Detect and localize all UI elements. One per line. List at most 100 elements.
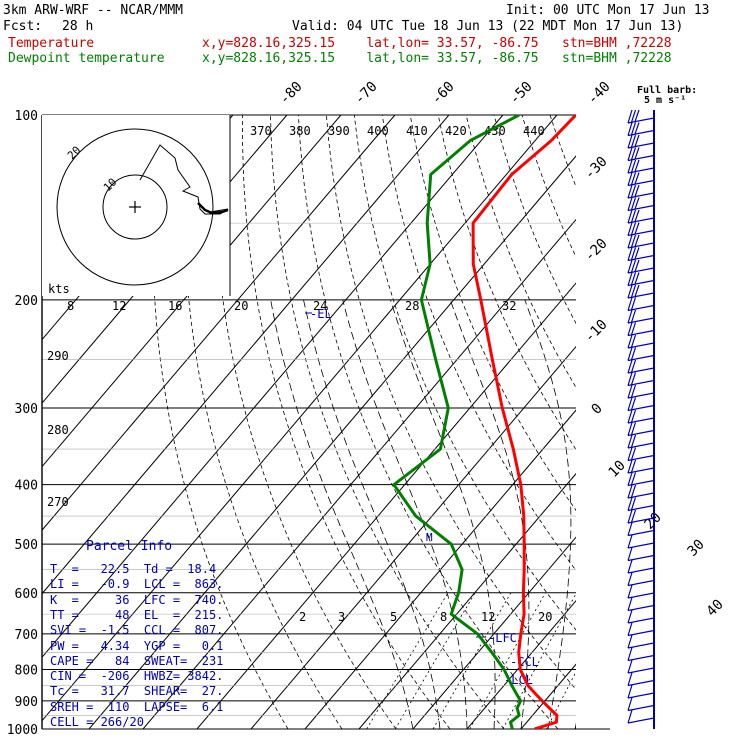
moist-adiabat — [390, 299, 496, 729]
moist-adiabat — [602, 300, 691, 729]
wind-barb-flag — [630, 109, 637, 123]
hodograph-background — [42, 115, 230, 296]
barb-legend-title: Full barb: — [637, 85, 697, 96]
wind-barb-flag — [627, 472, 633, 486]
theta-label: 370 — [250, 124, 272, 138]
mixing-ratio-line — [394, 592, 476, 729]
parcel-info-title: Parcel Info — [86, 539, 173, 554]
wind-barb-flag — [627, 622, 633, 636]
wind-barb-flag — [634, 134, 640, 147]
wind-barb-flag — [627, 234, 633, 249]
parcel-info-row: SREH = 110 LAPSE= 6.1 — [50, 699, 224, 714]
hodograph-trace-lower — [197, 202, 229, 215]
parcel-info-row: PW = 4.34 YGP = 0.1 — [50, 638, 224, 653]
parcel-info-row: TT = 48 EL = 215. — [50, 607, 224, 622]
wind-barb-flag — [630, 309, 637, 323]
hodograph-speed-label: 12 — [112, 299, 126, 313]
theta-label: 380 — [289, 124, 311, 138]
wind-barb-flag — [630, 147, 637, 160]
wind-barb — [627, 642, 655, 649]
isotherm-label: 10 — [606, 458, 629, 481]
valid-time: Valid: 04 UTC Tue 18 Jun 13 (22 MDT Mon … — [292, 19, 684, 34]
forecast-hour: 28 h — [62, 19, 94, 34]
init-time: Init: 00 UTC Mon 17 Jun 13 — [506, 3, 710, 18]
mixing-ratio-label: 5 — [390, 610, 397, 624]
wind-barb — [627, 354, 655, 362]
isotherm-line — [466, 599, 576, 729]
temperature-line — [471, 115, 576, 729]
hodograph-speed-label: 8 — [67, 299, 74, 313]
isotherm-label: 0 — [589, 401, 606, 418]
wind-barb-flag — [627, 322, 633, 336]
wind-barb — [627, 117, 655, 124]
dry-adiabat — [409, 115, 576, 512]
hodograph-speed-label: 28 — [405, 299, 419, 313]
parcel-info-row: SVI = -1.5 CCL = 807. — [50, 623, 224, 638]
wind-barb-flag — [627, 109, 633, 124]
isotherm-line — [683, 115, 740, 729]
wind-barb — [627, 529, 655, 537]
wind-barb-flag — [630, 184, 637, 198]
wind-barb-flag — [630, 447, 637, 460]
parcel-info-row: T = 22.5 Td = 18.4 — [50, 562, 217, 576]
mixing-ratio-label: 8 — [440, 610, 447, 624]
isotherm-line — [42, 115, 558, 722]
pressure-tick-label: 800 — [15, 663, 38, 678]
wind-barb — [627, 379, 655, 387]
dry-adiabat — [381, 115, 576, 572]
wind-barb — [627, 579, 655, 587]
wind-barb — [627, 304, 655, 312]
wind-barb-flag — [634, 284, 640, 297]
wind-barb — [627, 129, 655, 137]
wind-barb — [627, 654, 655, 662]
wind-barb-flag — [634, 247, 640, 260]
wind-barb-flag — [627, 247, 633, 261]
dry-adiabat — [270, 115, 505, 729]
wind-barb-flag — [634, 159, 640, 172]
wind-barb-flag — [634, 209, 640, 222]
wind-barb-flag — [627, 534, 633, 549]
wind-barb-flag — [630, 409, 637, 423]
wind-barb — [627, 592, 655, 599]
wind-barb — [627, 142, 655, 149]
temperature-location: x,y=828.16,325.15 lat,lon= 33.57, -86.75… — [202, 36, 672, 51]
pressure-tick-label: 400 — [15, 479, 38, 494]
wind-barb — [627, 479, 655, 487]
dewpoint-location: x,y=828.16,325.15 lat,lon= 33.57, -86.75… — [202, 51, 672, 66]
dry-adiabat — [690, 115, 740, 729]
mixing-ratio-line — [546, 670, 576, 729]
pressure-tick-label: 600 — [15, 587, 38, 602]
parcel-info-row: CIN = -206 HWBZ= 3842. — [50, 669, 224, 684]
wind-barb — [627, 192, 655, 199]
wind-barb-flag — [627, 509, 633, 524]
wind-barb-flag — [627, 634, 633, 649]
wind-barb-flag — [627, 222, 633, 236]
wind-barb-flag — [630, 222, 637, 235]
pressure-tick-label: 100 — [15, 109, 38, 124]
parcel-info-row: LI = -0.9 LCL = 863. — [50, 577, 224, 592]
isotherm-label: -80 — [277, 79, 306, 108]
wind-barb — [627, 154, 655, 162]
wind-barb — [627, 242, 655, 249]
wind-barb-flag — [630, 472, 637, 485]
wind-barb — [627, 292, 655, 299]
isotherm-line — [88, 155, 576, 729]
wind-barb — [627, 667, 655, 674]
wind-barb-flag — [630, 422, 637, 435]
isotherm-label: -30 — [582, 154, 611, 183]
wind-barb-flag — [630, 272, 637, 285]
wind-barb — [627, 517, 655, 524]
wind-barb-flag — [630, 359, 637, 373]
parcel-info-row: CAPE = 84 SWEAT= 231 — [50, 653, 224, 668]
wind-barb-flag — [630, 484, 637, 498]
wind-barb-flag — [627, 659, 633, 674]
wind-barb-flag — [627, 122, 633, 136]
dewpoint-line — [392, 115, 523, 729]
wind-barb-flag — [627, 522, 633, 536]
wind-barb — [627, 717, 655, 724]
model-title: 3km ARW-WRF -- NCAR/MMM — [3, 3, 184, 18]
isotherm-line — [196, 282, 576, 729]
wind-barb — [627, 279, 655, 287]
isotherm-line — [358, 472, 576, 729]
